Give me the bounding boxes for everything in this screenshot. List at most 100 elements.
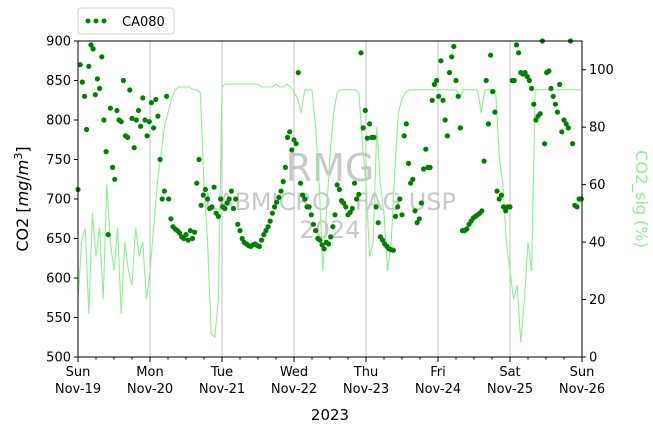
x-tick-day-label: Sat xyxy=(499,365,520,380)
co2-point xyxy=(362,107,368,114)
co2-point xyxy=(360,125,366,131)
co2-point xyxy=(416,216,422,222)
co2-point xyxy=(557,81,563,87)
co2-point xyxy=(133,117,139,123)
co2-point xyxy=(367,121,373,127)
co2-point xyxy=(347,209,353,215)
co2-point xyxy=(300,192,306,198)
x-axis: Sun Nov-19 Mon Nov-20 Tue Nov-21 Wed Nov-22 Thu N… xyxy=(55,357,605,397)
co2-point xyxy=(84,126,90,133)
co2-point xyxy=(153,96,159,103)
co2-point xyxy=(131,145,137,151)
co2-point xyxy=(552,101,559,107)
co2-point xyxy=(280,179,286,185)
co2-point xyxy=(79,79,85,85)
co2-point xyxy=(423,146,429,152)
left-y-tick-label: 500 xyxy=(46,351,71,366)
co2-point xyxy=(453,77,459,84)
co2-point xyxy=(524,74,530,80)
co2-point xyxy=(125,134,131,140)
co2-point xyxy=(205,196,211,202)
x-tick-date-label: Nov-23 xyxy=(343,382,389,397)
co2-point xyxy=(284,134,291,140)
co2-point xyxy=(110,164,116,170)
co2-point xyxy=(511,77,517,84)
co2-point xyxy=(256,243,262,249)
co2-point xyxy=(146,119,152,125)
co2-point xyxy=(218,196,224,202)
co2-point xyxy=(142,117,148,123)
co2-point xyxy=(570,141,576,147)
co2-point xyxy=(354,196,360,202)
co2-point xyxy=(343,204,349,210)
co2-point xyxy=(209,204,215,210)
co2-point xyxy=(140,95,146,101)
co2-point xyxy=(313,228,319,234)
co2-point xyxy=(449,54,455,60)
co2-point xyxy=(395,204,401,210)
co2-point xyxy=(412,208,418,214)
co2-point xyxy=(105,232,111,238)
co2-point xyxy=(265,224,271,230)
co2-point xyxy=(330,224,336,230)
co2-point xyxy=(291,137,297,143)
x-tick-date-label: Nov-20 xyxy=(127,382,173,397)
co2-point xyxy=(496,196,502,202)
right-y-tick-label: 0 xyxy=(589,351,597,366)
left-y-tick-label: 650 xyxy=(46,232,71,247)
co2-point xyxy=(565,125,571,131)
co2-point xyxy=(371,134,377,140)
co2-point xyxy=(574,204,580,210)
co2-point xyxy=(380,237,386,243)
co2-point xyxy=(306,204,312,210)
co2-point xyxy=(114,107,120,114)
co2-point xyxy=(237,228,243,234)
co2-point xyxy=(289,147,295,153)
x-axis-label: 2023 xyxy=(311,406,349,424)
x-tick-day-label: Wed xyxy=(280,365,308,380)
co2-point xyxy=(427,164,433,170)
co2-point xyxy=(77,62,83,68)
co2-point xyxy=(492,109,498,115)
co2-point xyxy=(308,212,314,218)
co2-point xyxy=(88,42,94,48)
co2-point xyxy=(548,85,554,91)
co2-point xyxy=(112,176,118,182)
co2-point xyxy=(185,237,191,243)
co2-point xyxy=(138,123,144,129)
co2-point xyxy=(550,93,556,99)
co2-point xyxy=(561,117,567,123)
legend-box xyxy=(77,7,175,35)
co2-point xyxy=(479,208,485,214)
co2-point xyxy=(431,81,437,87)
co2-point xyxy=(526,77,533,84)
right-y-axis-label: CO2_sig (%) xyxy=(631,150,651,248)
co2-point xyxy=(192,229,198,235)
legend-marker xyxy=(93,18,99,24)
co2-point xyxy=(529,85,535,91)
co2-point xyxy=(269,210,275,216)
co2-point xyxy=(103,149,109,155)
co2-point xyxy=(157,156,163,163)
co2-point xyxy=(546,68,552,74)
co2-point xyxy=(336,186,342,193)
co2-point xyxy=(440,97,446,103)
x-tick-day-label: Fri xyxy=(430,365,446,380)
co2-ca080-series xyxy=(75,38,584,253)
co2-point xyxy=(397,196,403,202)
right-y-tick-label: 100 xyxy=(589,63,614,78)
co2-point xyxy=(189,235,196,242)
left-y-tick-label: 700 xyxy=(46,193,71,208)
co2-point xyxy=(488,52,494,58)
co2-point xyxy=(414,220,420,226)
co2-point xyxy=(164,93,170,99)
co2-point xyxy=(464,226,470,232)
left-y-tick-label: 850 xyxy=(46,74,71,89)
co2-point xyxy=(86,63,92,69)
co2-point xyxy=(107,105,113,111)
co2-point xyxy=(168,216,174,222)
co2-point xyxy=(166,196,172,202)
co2-point xyxy=(351,180,358,186)
co2-point xyxy=(310,221,316,227)
co2-point xyxy=(500,204,507,210)
